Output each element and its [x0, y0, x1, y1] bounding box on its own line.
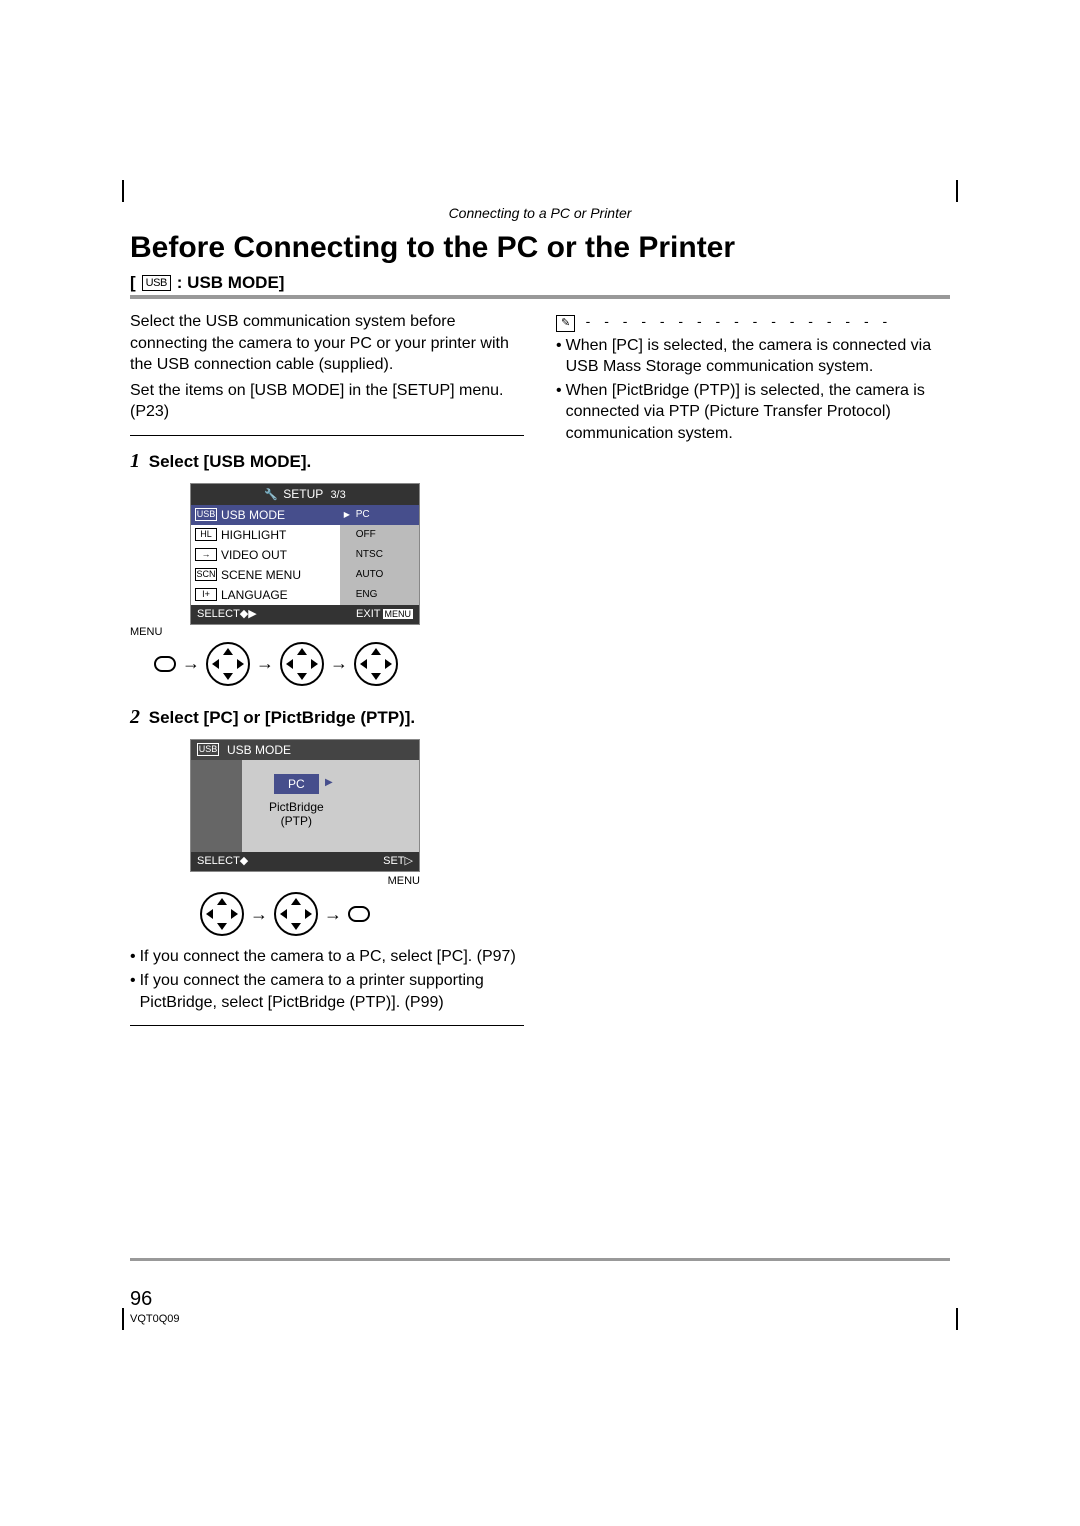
- page-fraction: 3/3: [326, 489, 345, 501]
- option: PictBridge (PTP): [269, 800, 324, 829]
- menu-header: SETUP 3/3: [191, 484, 419, 505]
- button-sequence: → →: [200, 892, 524, 936]
- page-number: 96: [130, 1288, 180, 1311]
- intro-paragraph: Set the items on [USB MODE] in the [SETU…: [130, 380, 524, 423]
- menu-footer: SELECT◆▶ EXITMENU: [191, 605, 419, 624]
- bullet-item: •If you connect the camera to a PC, sele…: [130, 946, 524, 968]
- footer-rule: [130, 1258, 950, 1261]
- selected-option: PC: [274, 774, 319, 794]
- menu-row: I+LANGUAGE: [191, 585, 340, 605]
- menu-value: AUTO: [340, 565, 419, 585]
- hl-icon: HL: [195, 528, 217, 541]
- divider: [130, 1025, 524, 1026]
- menu-row: →VIDEO OUT: [191, 545, 340, 565]
- bullet-item: •If you connect the camera to a printer …: [130, 970, 524, 1013]
- step-label: Select [USB MODE].: [149, 452, 311, 471]
- bullet-item: •When [PC] is selected, the camera is co…: [556, 335, 950, 378]
- menu-button-icon: [154, 656, 176, 672]
- page-content: Connecting to a PC or Printer Before Con…: [130, 205, 950, 1038]
- menu-value: OFF: [340, 525, 419, 545]
- menu-button-icon: [348, 906, 370, 922]
- dpad-icon: [354, 642, 398, 686]
- bullet-item: •When [PictBridge (PTP)] is selected, th…: [556, 380, 950, 445]
- subtitle: [ USB : USB MODE]: [130, 273, 950, 293]
- button-sequence: → → →: [154, 642, 524, 686]
- menu-row: HLHIGHLIGHT: [191, 525, 340, 545]
- note-row: ✎ - - - - - - - - - - - - - - - - -: [556, 311, 950, 333]
- intro-paragraph: Select the USB communication system befo…: [130, 311, 524, 376]
- menu-footer: SELECT◆ SET▷: [191, 852, 419, 871]
- usb-icon: USB: [195, 508, 217, 521]
- arrow-icon: →: [250, 902, 268, 926]
- scn-icon: SCN: [195, 568, 217, 581]
- left-column: Select the USB communication system befo…: [130, 311, 524, 1038]
- step-1-title: 1 Select [USB MODE].: [130, 448, 524, 475]
- usb-icon: USB: [197, 743, 219, 756]
- menu-value: ENG: [340, 585, 419, 605]
- arrow-icon: →: [324, 902, 342, 926]
- step-number: 1: [130, 450, 140, 472]
- dpad-icon: [206, 642, 250, 686]
- note-icon: ✎: [556, 315, 575, 332]
- page-footer: 96 VQT0Q09: [130, 1268, 180, 1325]
- step-number: 2: [130, 706, 140, 728]
- dashes: - - - - - - - - - - - - - - - - -: [586, 313, 893, 329]
- arrow-icon: →: [256, 651, 274, 675]
- usb-mode-menu-screenshot: USB USB MODE PC PictBridge (PTP) SELECT◆: [190, 739, 420, 872]
- crop-mark: [956, 180, 958, 202]
- usb-badge-icon: USB: [142, 275, 171, 291]
- subtitle-text: : USB MODE]: [177, 273, 285, 293]
- section-header: Connecting to a PC or Printer: [130, 205, 950, 221]
- arrow-icon: →: [182, 651, 200, 675]
- menu-label: MENU: [130, 625, 524, 640]
- menu-row: USBUSB MODE: [191, 505, 340, 525]
- document-code: VQT0Q09: [130, 1313, 180, 1325]
- divider: [130, 295, 950, 299]
- menu-header: USB USB MODE: [191, 740, 419, 760]
- divider: [130, 435, 524, 436]
- page-title: Before Connecting to the PC or the Print…: [130, 231, 950, 265]
- menu-label: MENU: [130, 874, 420, 889]
- crop-mark: [956, 1308, 958, 1330]
- right-column: ✎ - - - - - - - - - - - - - - - - - •Whe…: [556, 311, 950, 1038]
- crop-mark: [122, 1308, 124, 1330]
- bullet-list: •If you connect the camera to a PC, sele…: [130, 946, 524, 1013]
- crop-mark: [122, 180, 124, 202]
- menu-sidebar: [191, 760, 251, 852]
- bullet-list: •When [PC] is selected, the camera is co…: [556, 335, 950, 445]
- dpad-icon: [274, 892, 318, 936]
- step-label: Select [PC] or [PictBridge (PTP)].: [149, 708, 415, 727]
- arrow-icon: →: [330, 651, 348, 675]
- wrench-icon: [264, 487, 280, 501]
- dpad-icon: [280, 642, 324, 686]
- language-icon: I+: [195, 588, 217, 601]
- menu-badge: MENU: [383, 609, 414, 619]
- step-2-title: 2 Select [PC] or [PictBridge (PTP)].: [130, 704, 524, 731]
- setup-menu-screenshot: SETUP 3/3 USBUSB MODE HLHIGHLIGHT →VIDEO…: [190, 483, 420, 625]
- menu-value: PC: [340, 505, 419, 525]
- menu-value: NTSC: [340, 545, 419, 565]
- video-out-icon: →: [195, 548, 217, 561]
- dpad-icon: [200, 892, 244, 936]
- menu-row: SCNSCENE MENU: [191, 565, 340, 585]
